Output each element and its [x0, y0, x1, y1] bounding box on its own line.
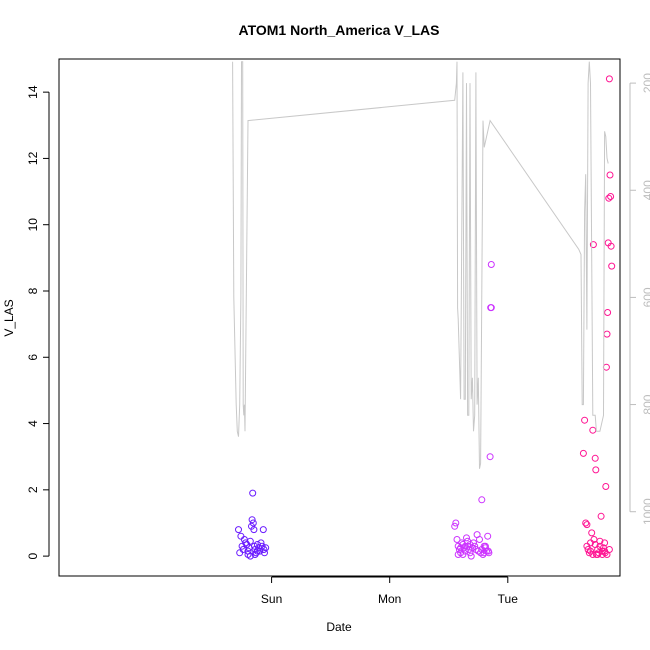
- data-point: [583, 521, 591, 529]
- data-point: [606, 171, 614, 179]
- data-point: [589, 426, 597, 434]
- data-point: [597, 512, 605, 520]
- data-point: [591, 454, 599, 462]
- data-point: [242, 539, 250, 547]
- data-point: [246, 552, 254, 560]
- data-point: [592, 466, 600, 474]
- x-tick-label: Tue: [498, 592, 519, 606]
- data-point: [608, 262, 616, 270]
- data-point: [257, 539, 265, 547]
- data-point: [249, 519, 257, 527]
- data-point: [605, 546, 613, 553]
- data-point: [459, 551, 467, 558]
- y-axis-label: V_LAS: [2, 299, 16, 336]
- data-point: [604, 309, 612, 316]
- data-point: [250, 526, 258, 534]
- data-point: [253, 547, 261, 555]
- x-axis-label: Date: [326, 620, 352, 634]
- y-tick-label: 0: [26, 552, 40, 559]
- y-tick-label: 14: [26, 85, 40, 99]
- data-point: [262, 544, 270, 552]
- data-point: [260, 546, 268, 553]
- data-point: [480, 542, 488, 550]
- data-point: [596, 537, 604, 545]
- chart-title: ATOM1 North_America V_LAS: [239, 22, 440, 38]
- data-point: [579, 449, 587, 457]
- data-point: [602, 363, 610, 371]
- data-point: [487, 261, 495, 268]
- data-point: [476, 536, 483, 543]
- x-tick-label: Mon: [378, 592, 401, 606]
- data-point: [460, 544, 468, 552]
- data-point: [605, 75, 613, 83]
- right-y-tick-label: 400: [641, 180, 650, 200]
- data-point: [478, 496, 486, 504]
- data-point: [484, 532, 492, 540]
- plot-frame: [58, 58, 621, 577]
- y-tick-label: 2: [26, 486, 40, 493]
- data-point: [236, 549, 244, 557]
- data-point: [467, 552, 475, 560]
- data-point: [246, 537, 254, 545]
- data-point: [261, 549, 268, 557]
- data-point: [589, 551, 597, 558]
- y-tick-label: 6: [26, 354, 40, 361]
- data-point: [605, 194, 613, 202]
- data-point: [582, 519, 590, 527]
- data-point: [463, 534, 470, 542]
- data-point: [235, 526, 242, 534]
- y-axis: 0 2 4 6 8 10 12 14: [26, 85, 50, 559]
- right-y-tick-label: 1000: [641, 498, 650, 525]
- data-point: [607, 242, 615, 250]
- data-point: [591, 541, 599, 548]
- data-point: [487, 304, 495, 312]
- y-tick-label: 10: [26, 218, 40, 232]
- data-point: [471, 542, 479, 550]
- data-point: [601, 539, 609, 547]
- data-point: [237, 532, 245, 540]
- data-point: [581, 416, 589, 424]
- data-point: [452, 519, 460, 527]
- y-tick-label: 8: [26, 287, 40, 294]
- data-point: [588, 529, 596, 537]
- data-point: [594, 551, 602, 558]
- right-y-tick-label: 800: [641, 394, 650, 414]
- data-point: [249, 489, 257, 497]
- data-point: [248, 516, 256, 524]
- x-axis: Sun Mon Tue: [261, 576, 519, 606]
- data-point: [453, 536, 461, 543]
- data-point: [466, 541, 474, 548]
- y-tick-label: 4: [26, 420, 40, 427]
- data-point: [253, 541, 261, 548]
- data-point: [258, 542, 266, 550]
- data-point: [585, 549, 593, 557]
- data-point: [451, 522, 459, 530]
- right-y-tick-label: 200: [641, 73, 650, 93]
- data-point: [602, 483, 610, 490]
- data-point: [485, 549, 493, 557]
- right-y-axis: 200 400 600 800 1000: [629, 73, 650, 525]
- x-tick-label: Sun: [261, 592, 282, 606]
- y-tick-label: 12: [26, 151, 40, 165]
- series-line: [232, 61, 609, 469]
- plot-area: [232, 61, 616, 560]
- data-point: [603, 330, 611, 338]
- data-point: [457, 544, 465, 552]
- data-point: [607, 193, 615, 200]
- right-y-tick-label: 600: [641, 287, 650, 307]
- data-point: [454, 551, 462, 558]
- data-point: [589, 241, 597, 249]
- data-point: [486, 453, 494, 461]
- data-point: [259, 526, 267, 534]
